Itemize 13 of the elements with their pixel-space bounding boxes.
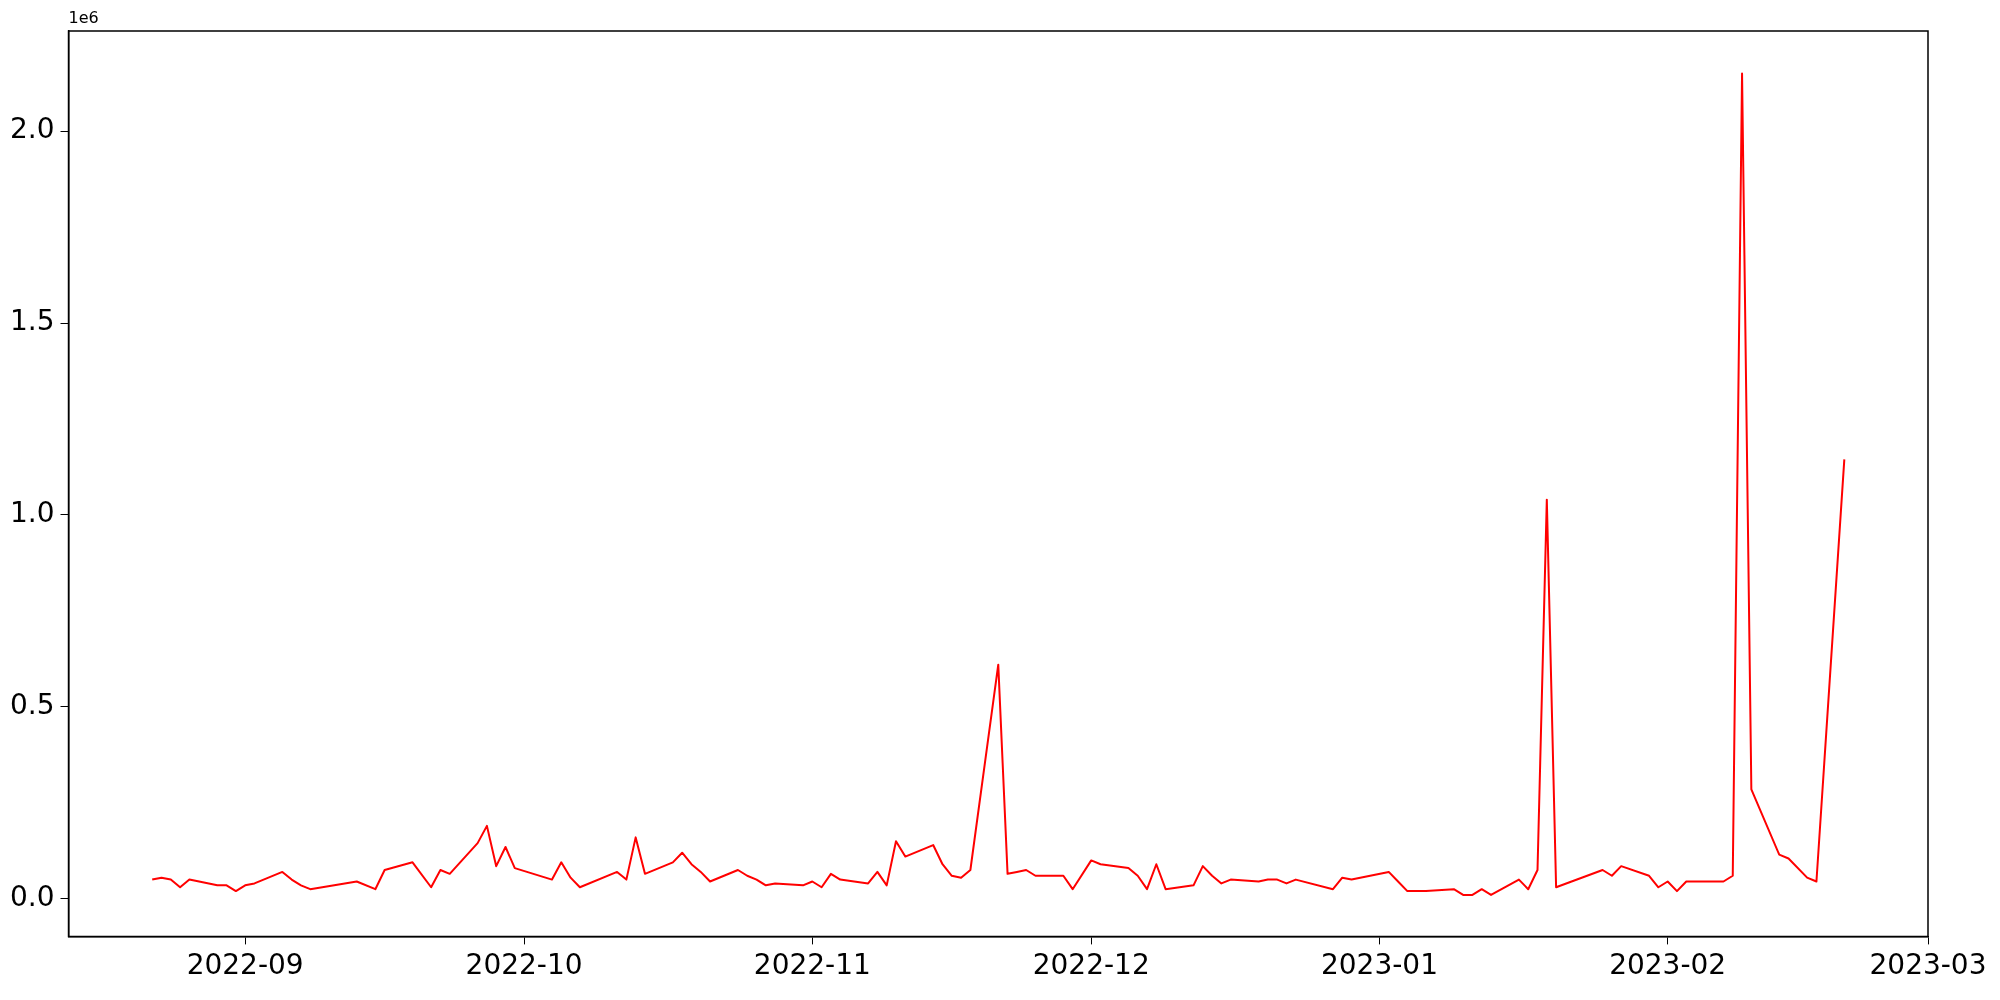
x-tick-label: 2022-12 [1032, 948, 1150, 982]
x-tick-label: 2023-03 [1869, 948, 1987, 982]
y-tick-label: 1.0 [10, 496, 55, 530]
x-tick-label: 2022-11 [753, 948, 871, 982]
x-tick-label: 2023-02 [1609, 948, 1727, 982]
text: 1e6 [68, 8, 99, 28]
x-tick-label: 2022-10 [465, 948, 583, 982]
x-tick-label: 2022-09 [186, 948, 304, 982]
x-tick-label: 2023-01 [1320, 948, 1438, 982]
y-tick-label: 1.5 [10, 304, 55, 338]
y-tick-label: 0.5 [10, 688, 55, 722]
y-tick-label: 2.0 [10, 112, 55, 146]
y-tick-label: 0.0 [10, 880, 55, 914]
